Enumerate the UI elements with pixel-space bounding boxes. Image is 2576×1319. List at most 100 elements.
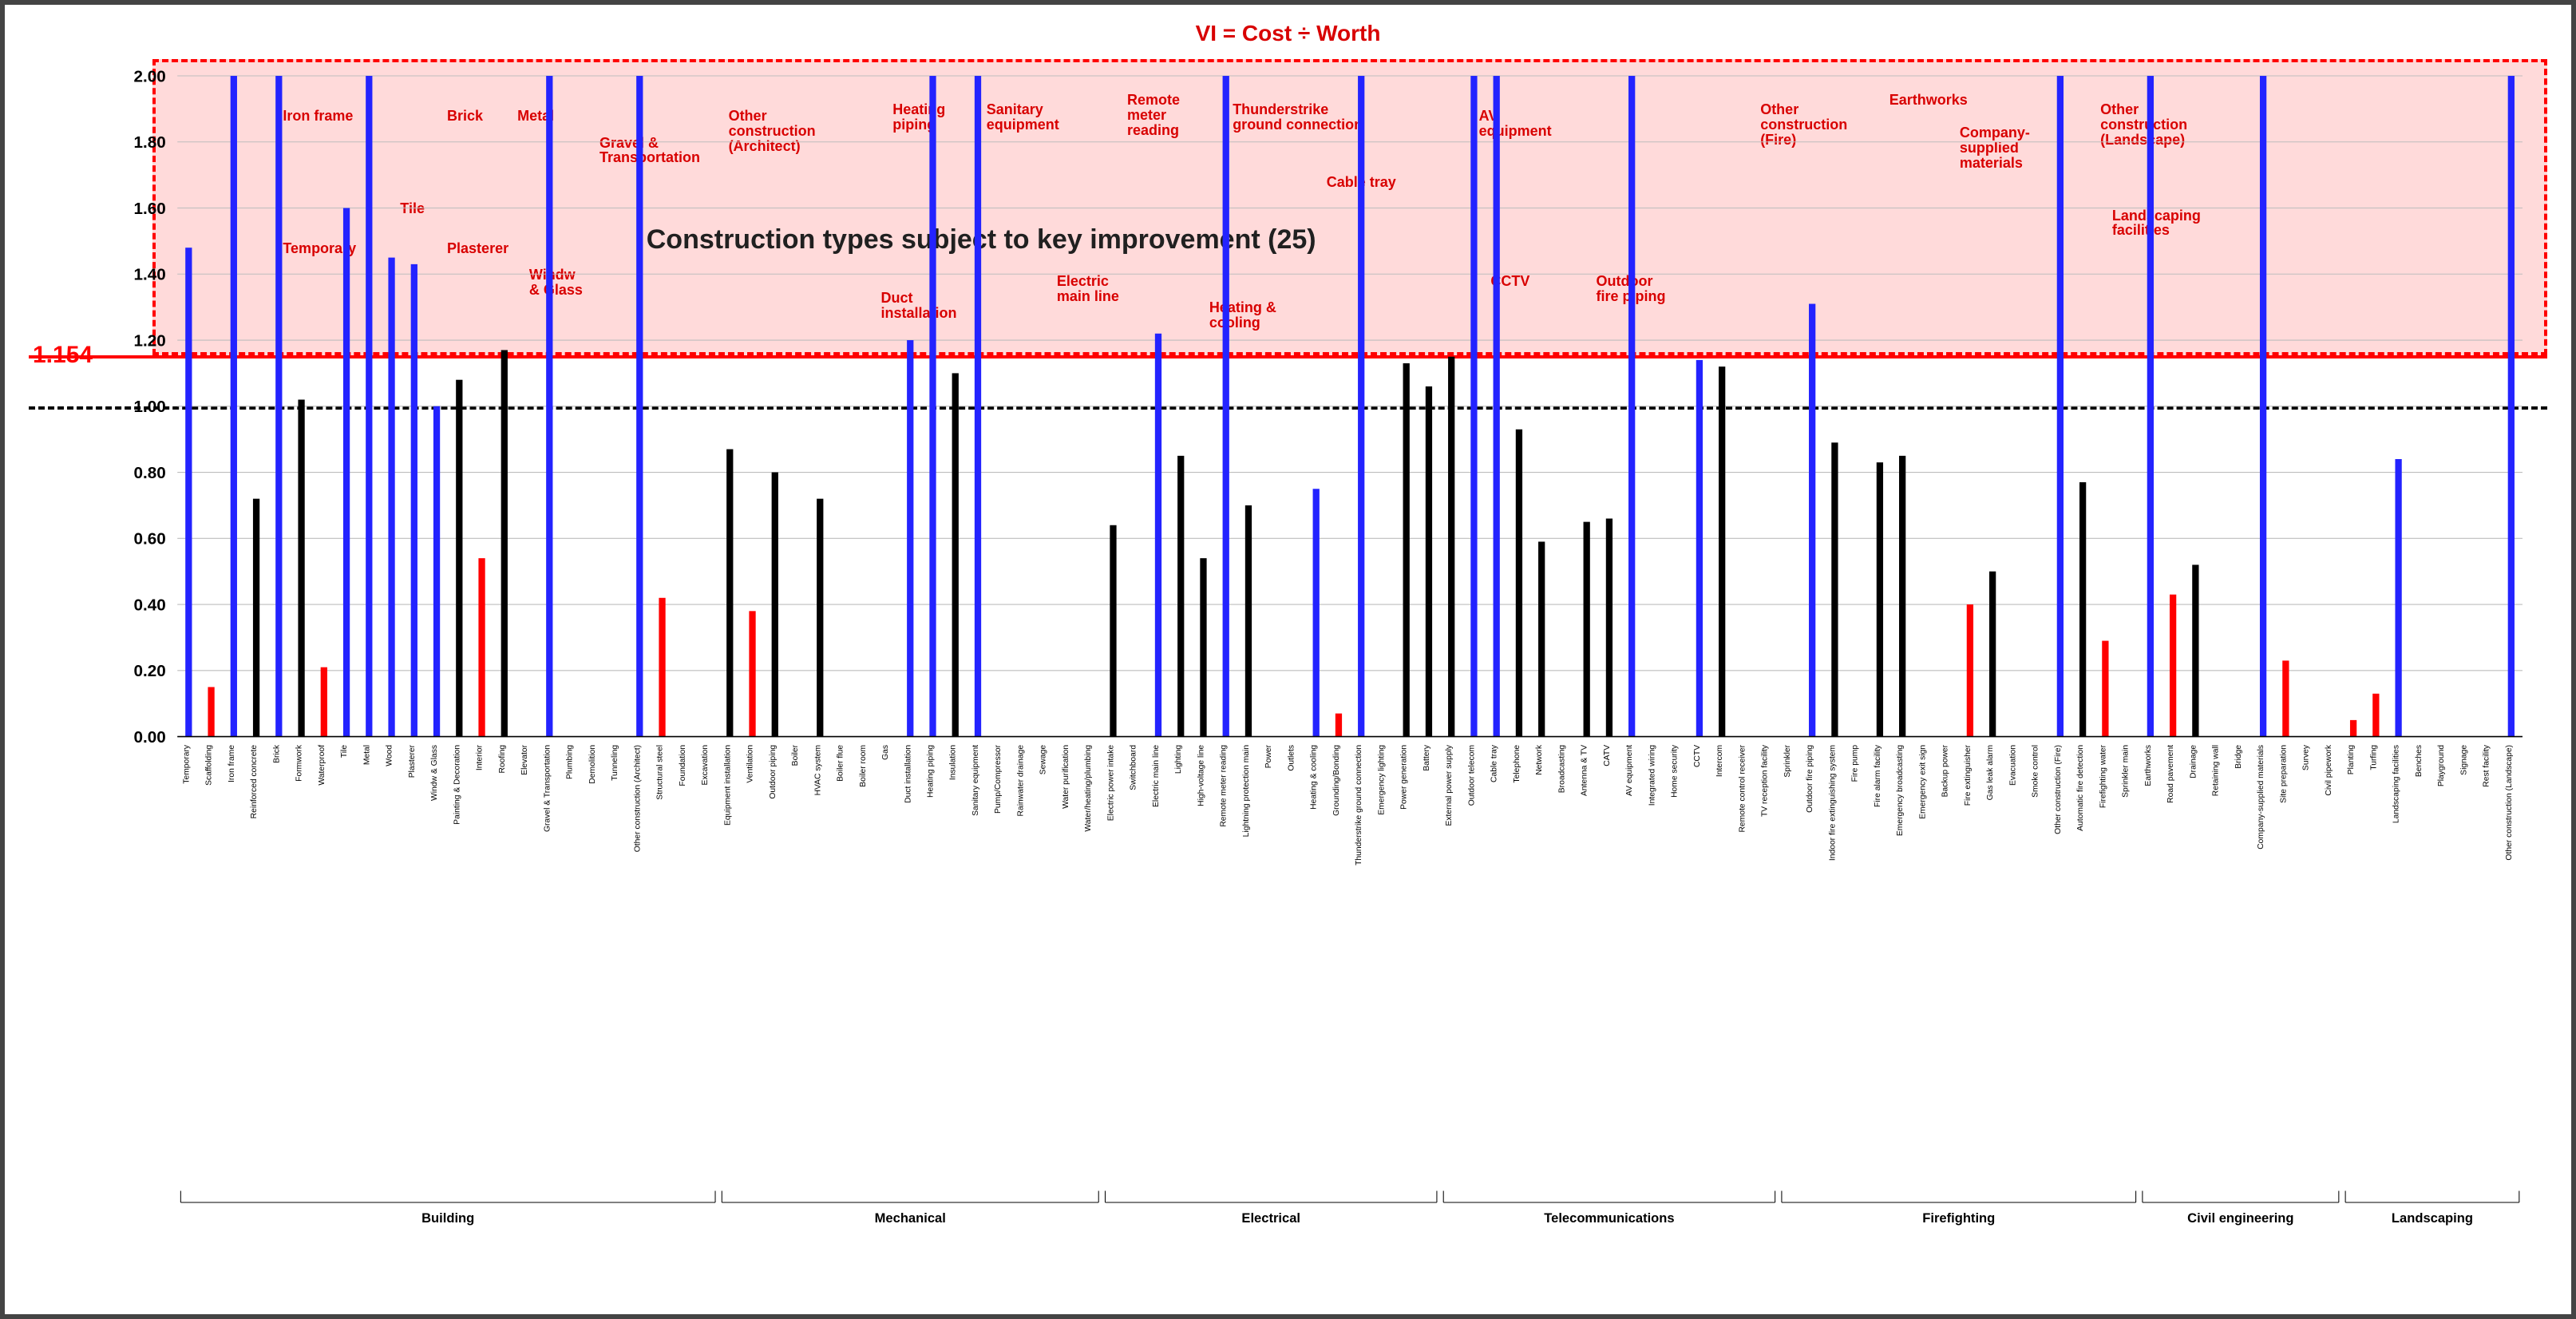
svg-text:Sewage: Sewage	[1039, 745, 1048, 775]
svg-text:Duct installation: Duct installation	[904, 745, 912, 803]
svg-text:Lightning protection main: Lightning protection main	[1242, 745, 1251, 838]
svg-text:Turfing: Turfing	[2369, 745, 2378, 770]
svg-text:Equipment installation: Equipment installation	[723, 745, 732, 826]
svg-text:Iron frame: Iron frame	[228, 745, 236, 782]
svg-text:Outlets: Outlets	[1287, 745, 1296, 771]
svg-text:Landscaping: Landscaping	[2392, 1210, 2473, 1226]
svg-text:1.20: 1.20	[133, 331, 165, 350]
svg-text:Firefighting: Firefighting	[1922, 1210, 1995, 1226]
svg-text:Emergency exit sign: Emergency exit sign	[1918, 745, 1927, 819]
svg-text:Formwork: Formwork	[295, 744, 304, 782]
svg-text:Sprinkler main: Sprinkler main	[2122, 745, 2131, 798]
svg-text:Fire alarm facility: Fire alarm facility	[1874, 744, 1882, 807]
svg-text:Playground: Playground	[2437, 745, 2446, 787]
svg-text:Civil engineering: Civil engineering	[2187, 1210, 2293, 1226]
svg-text:Boiler room: Boiler room	[859, 745, 868, 787]
svg-text:Switchboard: Switchboard	[1130, 745, 1138, 790]
svg-text:0.80: 0.80	[133, 464, 165, 482]
svg-text:Lighting: Lighting	[1174, 745, 1183, 774]
svg-text:Fire extinguisher: Fire extinguisher	[1964, 744, 1973, 806]
svg-text:Intercom: Intercom	[1715, 745, 1724, 777]
svg-text:Site preparation: Site preparation	[2279, 745, 2288, 803]
svg-text:Survey: Survey	[2302, 744, 2311, 770]
svg-text:Indoor fire extinguishing syst: Indoor fire extinguishing system	[1828, 745, 1837, 861]
svg-text:Temporary: Temporary	[182, 744, 191, 784]
chart-wrap: 1.154 Construction types subject to key …	[29, 51, 2547, 1290]
svg-text:Painting & Decoration: Painting & Decoration	[453, 745, 461, 825]
svg-text:2.00: 2.00	[133, 67, 165, 85]
svg-text:External power supply: External power supply	[1445, 744, 1454, 826]
svg-text:Grounding/Bonding: Grounding/Bonding	[1332, 745, 1341, 816]
svg-text:Structural steel: Structural steel	[656, 745, 665, 800]
svg-text:Ventilation: Ventilation	[746, 745, 755, 783]
svg-text:Firefighting water: Firefighting water	[2099, 744, 2107, 808]
svg-text:Outdoor fire piping: Outdoor fire piping	[1806, 745, 1814, 813]
svg-text:Other construction (Landscape): Other construction (Landscape)	[2505, 745, 2514, 861]
svg-text:Bridge: Bridge	[2234, 745, 2243, 769]
svg-text:0.00: 0.00	[133, 728, 165, 747]
svg-text:CCTV: CCTV	[1693, 745, 1702, 767]
svg-text:0.40: 0.40	[133, 596, 165, 614]
svg-text:Benches: Benches	[2415, 745, 2424, 777]
svg-text:Retaining wall: Retaining wall	[2212, 745, 2221, 796]
svg-text:Excavation: Excavation	[701, 745, 710, 786]
svg-text:Telecommunications: Telecommunications	[1544, 1210, 1674, 1226]
svg-text:Emergency lighting: Emergency lighting	[1377, 745, 1386, 815]
svg-text:Elevator: Elevator	[520, 744, 529, 774]
svg-text:Heating piping: Heating piping	[927, 745, 936, 798]
svg-text:Tunneling: Tunneling	[611, 745, 619, 781]
svg-text:Remote control receiver: Remote control receiver	[1738, 744, 1747, 832]
svg-text:Drainage: Drainage	[2189, 745, 2198, 778]
svg-text:CATV: CATV	[1603, 745, 1612, 766]
svg-text:Plumbing: Plumbing	[566, 745, 575, 779]
svg-text:Automatic fire detection: Automatic fire detection	[2076, 745, 2085, 831]
svg-text:Landscaping facilities: Landscaping facilities	[2392, 745, 2401, 823]
svg-text:Network: Network	[1535, 744, 1544, 775]
svg-text:Demolition: Demolition	[588, 745, 597, 784]
svg-text:Remote meter reading: Remote meter reading	[1220, 745, 1229, 827]
svg-text:Electrical: Electrical	[1241, 1210, 1300, 1226]
svg-text:Broadcasting: Broadcasting	[1557, 745, 1566, 794]
svg-text:Civil pipework: Civil pipework	[2325, 744, 2333, 796]
svg-text:Outdoor piping: Outdoor piping	[769, 745, 778, 799]
svg-text:Other construction (Fire): Other construction (Fire)	[2054, 745, 2063, 834]
svg-text:Heating & cooling: Heating & cooling	[1310, 745, 1319, 810]
svg-text:Mechanical: Mechanical	[875, 1210, 946, 1226]
svg-text:Water purification: Water purification	[1062, 745, 1070, 809]
svg-text:0.20: 0.20	[133, 662, 165, 680]
svg-text:Outdoor telecom: Outdoor telecom	[1467, 745, 1476, 806]
svg-text:Tile: Tile	[340, 745, 349, 759]
svg-text:Antenna & TV: Antenna & TV	[1581, 745, 1589, 796]
svg-text:AV equipment: AV equipment	[1625, 745, 1634, 796]
svg-text:Planting: Planting	[2347, 745, 2356, 775]
svg-text:Roofing: Roofing	[498, 745, 507, 774]
svg-text:Telephone: Telephone	[1513, 745, 1521, 783]
svg-text:Home security: Home security	[1671, 744, 1680, 798]
svg-text:Wood: Wood	[386, 745, 394, 766]
svg-text:Backup power: Backup power	[1941, 744, 1950, 797]
svg-text:Thunderstrike ground connectio: Thunderstrike ground connection	[1355, 745, 1363, 865]
svg-text:Cable tray: Cable tray	[1490, 744, 1499, 782]
svg-text:Brick: Brick	[272, 744, 281, 763]
svg-text:1.00: 1.00	[133, 398, 165, 416]
svg-text:Interior: Interior	[476, 744, 485, 770]
svg-text:Gas leak alarm: Gas leak alarm	[1986, 745, 1995, 800]
svg-text:Company-supplied materials: Company-supplied materials	[2257, 745, 2265, 850]
svg-text:Smoke control: Smoke control	[2032, 745, 2040, 798]
svg-text:Scaffolding: Scaffolding	[205, 745, 214, 786]
svg-text:Sanitary equipment: Sanitary equipment	[971, 745, 980, 816]
svg-text:Evacuation: Evacuation	[2008, 745, 2017, 786]
svg-text:Boiler: Boiler	[791, 744, 800, 766]
svg-text:TV reception facility: TV reception facility	[1761, 744, 1770, 817]
svg-text:Gravel & Transportation: Gravel & Transportation	[543, 745, 552, 832]
svg-text:Other construction (Architect): Other construction (Architect)	[633, 745, 642, 852]
svg-text:Waterproof: Waterproof	[318, 745, 326, 786]
svg-text:Rainwater drainage: Rainwater drainage	[1016, 745, 1025, 817]
svg-text:Integrated wiring: Integrated wiring	[1648, 745, 1656, 806]
svg-text:Insulation: Insulation	[949, 745, 958, 780]
bar-chart: 0.000.200.400.600.801.001.201.401.601.80…	[29, 51, 2547, 1290]
svg-text:Metal: Metal	[362, 745, 371, 765]
svg-text:Windw & Glass: Windw & Glass	[430, 745, 439, 801]
chart-frame: VI = Cost ÷ Worth 1.154 Construction typ…	[0, 0, 2576, 1319]
svg-text:1.40: 1.40	[133, 266, 165, 284]
